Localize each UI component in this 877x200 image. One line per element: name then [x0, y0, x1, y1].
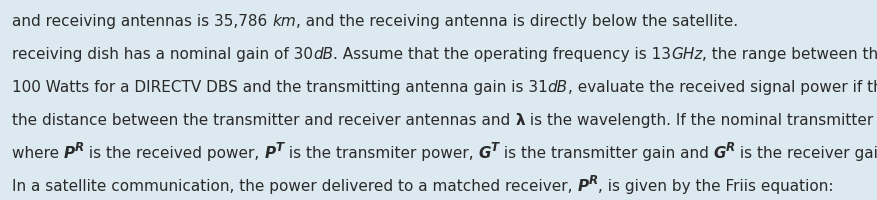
Text: G: G [714, 145, 726, 160]
Text: and receiving antennas is 35,786: and receiving antennas is 35,786 [12, 14, 272, 29]
Text: the distance between the transmitter and receiver antennas and: the distance between the transmitter and… [12, 112, 515, 127]
Text: R: R [726, 141, 735, 154]
Text: is the wavelength. If the nominal transmitter output power is: is the wavelength. If the nominal transm… [524, 112, 877, 127]
Text: G: G [478, 145, 490, 160]
Text: is the received power,: is the received power, [84, 145, 264, 160]
Text: P: P [577, 178, 588, 193]
Text: dB: dB [313, 47, 333, 62]
Text: P: P [264, 145, 275, 160]
Text: T: T [275, 141, 283, 154]
Text: , and the receiving antenna is directly below the satellite.: , and the receiving antenna is directly … [296, 14, 738, 29]
Text: λ: λ [515, 112, 524, 127]
Text: is the receiver gain,: is the receiver gain, [735, 145, 877, 160]
Text: where: where [12, 145, 64, 160]
Text: T: T [490, 141, 499, 154]
Text: , the range between the transmitting: , the range between the transmitting [702, 47, 877, 62]
Text: In a satellite communication, the power delivered to a matched receiver,: In a satellite communication, the power … [12, 178, 577, 193]
Text: , is given by the Friis equation:: , is given by the Friis equation: [597, 178, 833, 193]
Text: receiving dish has a nominal gain of 30: receiving dish has a nominal gain of 30 [12, 47, 313, 62]
Text: is the transmiter power,: is the transmiter power, [283, 145, 478, 160]
Text: P: P [64, 145, 75, 160]
Text: . Assume that the operating frequency is 13: . Assume that the operating frequency is… [333, 47, 671, 62]
Text: GHz: GHz [671, 47, 702, 62]
Text: is the transmitter gain and: is the transmitter gain and [499, 145, 714, 160]
Text: , evaluate the received signal power if the 40: , evaluate the received signal power if … [568, 80, 877, 95]
Text: dB: dB [548, 80, 568, 95]
Text: R: R [75, 141, 84, 154]
Text: km: km [272, 14, 296, 29]
Text: 100 Watts for a DIRECTV DBS and the transmitting antenna gain is 31: 100 Watts for a DIRECTV DBS and the tran… [12, 80, 548, 95]
Text: R: R [588, 174, 597, 187]
